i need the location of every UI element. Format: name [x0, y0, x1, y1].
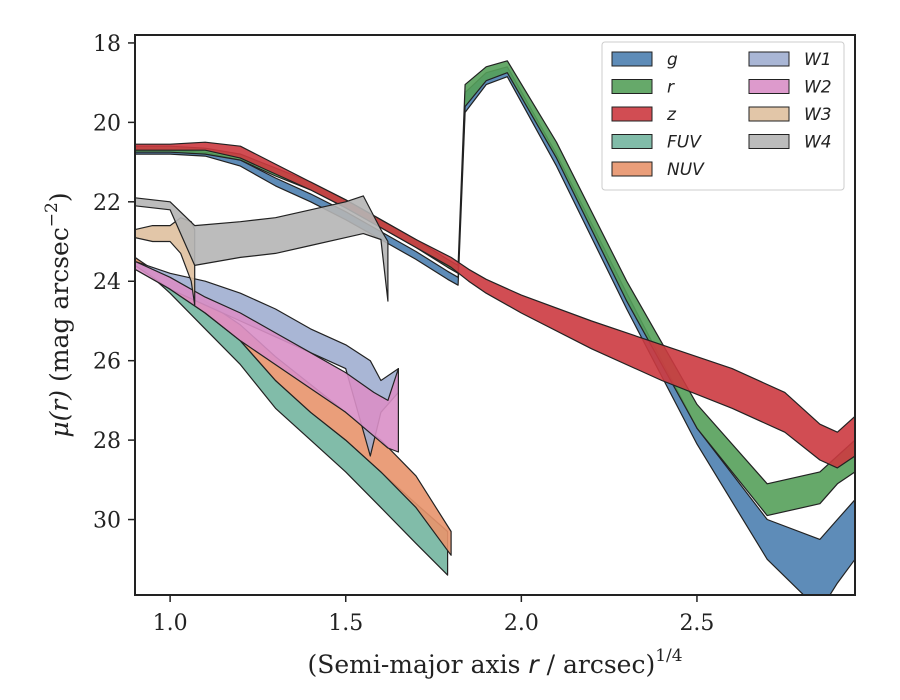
series-band-fuv: [135, 256, 449, 576]
legend-label-w3: W3: [804, 105, 832, 125]
x-axis: 1.0 1.5 2.0 2.5: [153, 595, 714, 636]
plot-frame: [134, 34, 856, 596]
x-tick-label: 1.5: [328, 611, 363, 636]
y-axis-label: μ(r) (mag arcsec−2): [42, 192, 74, 437]
y-tick-label: 30: [93, 509, 121, 534]
y-tick-label: 22: [93, 191, 121, 216]
y-axis: 18 20 22 24 26 28 30: [93, 32, 135, 534]
legend-label-g: g: [667, 50, 678, 70]
legend-swatch-r: [611, 79, 653, 94]
y-tick-label: 18: [93, 32, 121, 57]
legend-swatch-z: [611, 106, 653, 122]
legend: grz FUV NUV W1 W2 W3 W4: [601, 41, 845, 191]
legend-label-w1: W1: [804, 50, 832, 70]
legend-label-w4: W4: [804, 133, 832, 153]
x-tick-label: 2.0: [504, 611, 539, 636]
series-band-w4: [135, 195, 389, 302]
x-axis-label: (Semi-major axis r / arcsec)1/4: [307, 646, 682, 679]
legend-label-z: z: [666, 105, 677, 125]
y-tick-label: 28: [93, 429, 121, 454]
legend-label-w2: W2: [804, 78, 832, 98]
series-layer: [135, 60, 855, 595]
x-tick-label: 1.0: [153, 611, 188, 636]
y-tick-label: 26: [93, 350, 121, 375]
legend-label-r: r: [667, 78, 675, 98]
y-tick-label: 24: [93, 270, 121, 295]
series-band-w3: [135, 217, 196, 306]
legend-label-fuv: FUV: [667, 133, 702, 153]
legend-swatch-fuv: [611, 134, 653, 149]
series-band-w2: [135, 260, 399, 453]
y-tick-label: 20: [93, 111, 121, 136]
legend-swatch-g: [611, 51, 653, 67]
legend-swatch-w4: [748, 134, 790, 149]
legend-label-nuv: NUV: [667, 160, 705, 180]
legend-swatch-nuv: [611, 161, 653, 177]
legend-swatch-w2: [748, 79, 790, 94]
legend-swatch-w3: [748, 106, 790, 122]
x-tick-label: 2.5: [679, 611, 714, 636]
legend-swatch-w1: [748, 51, 790, 67]
